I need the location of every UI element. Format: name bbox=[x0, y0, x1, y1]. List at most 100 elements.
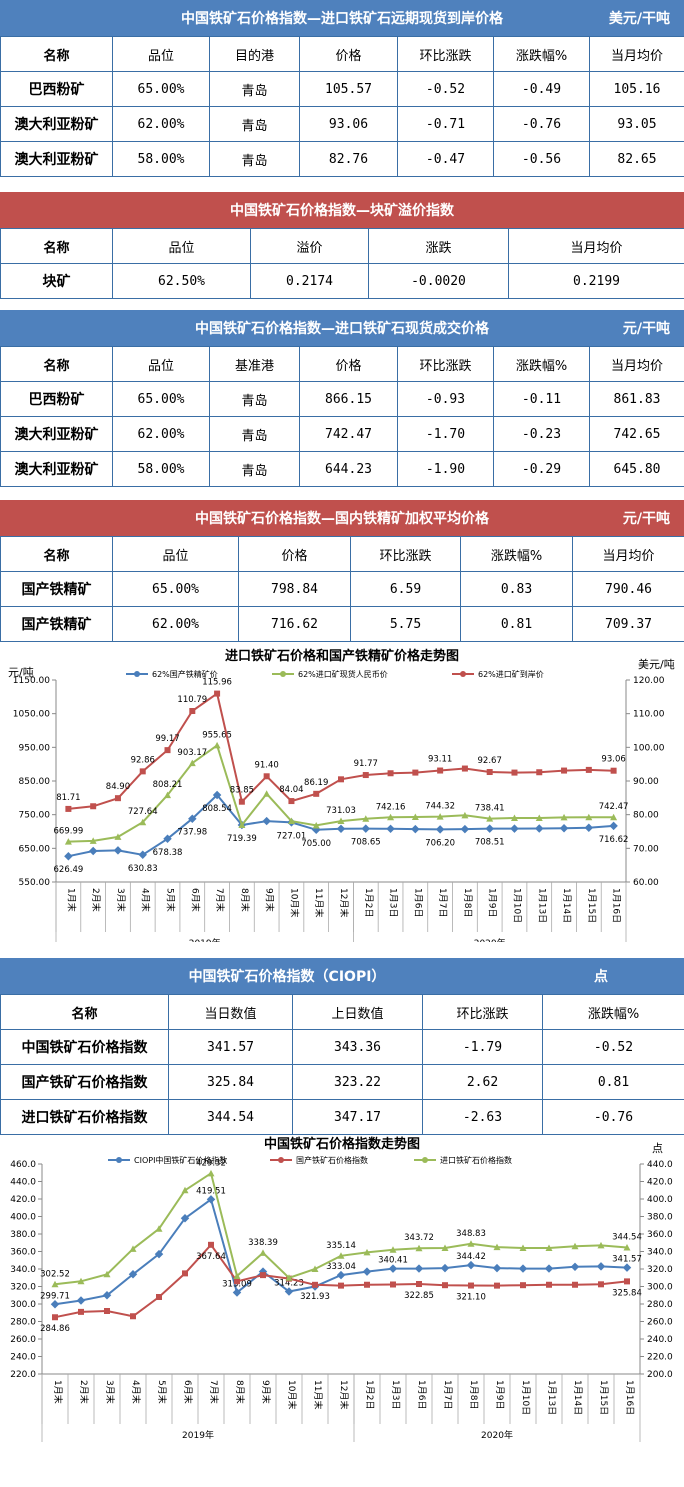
table-cell: -0.76 bbox=[493, 106, 590, 142]
table-import-spot-rmb: 中国铁矿石价格指数—进口铁矿石现货成交价格 元/干吨 名称 品位 基准港 价格 … bbox=[0, 310, 684, 487]
table-cell: 进口铁矿石价格指数 bbox=[0, 1099, 169, 1135]
ciopi-trend-chart: 中国铁矿石价格指数走势图 点 220.0 240.0 260.0 280.0 300.0 32… bbox=[0, 1132, 684, 1462]
data-point bbox=[234, 1278, 240, 1285]
data-point bbox=[585, 766, 592, 773]
data-label: 84.04 bbox=[279, 785, 303, 795]
table-cell: 0.83 bbox=[460, 571, 573, 607]
x-group-label: 2019年 bbox=[182, 1429, 214, 1441]
data-point bbox=[113, 846, 123, 855]
table-cell: -0.52 bbox=[397, 71, 494, 107]
y2-tick-label: 300.0 bbox=[647, 1283, 673, 1293]
data-point bbox=[585, 813, 593, 821]
y2-tick-label: 240.0 bbox=[647, 1335, 673, 1345]
table-cell: 105.16 bbox=[589, 71, 684, 107]
data-point bbox=[214, 690, 221, 697]
data-label: 706.20 bbox=[425, 838, 455, 848]
premium-table: 名称 品位 溢价 涨跌 当月均价 块矿 62.50% 0.2174 -0.002… bbox=[0, 228, 684, 299]
data-point bbox=[387, 770, 394, 777]
table-cell: 62.00% bbox=[112, 106, 210, 142]
x-tick-label: 2月末 bbox=[78, 1380, 90, 1404]
data-label: 727.01 bbox=[277, 831, 307, 841]
table-title: 中国铁矿石价格指数—国内铁精矿加权平均价格 bbox=[195, 511, 489, 527]
data-point bbox=[442, 1282, 448, 1289]
legend-label: 62%国产铁精矿价 bbox=[152, 669, 218, 679]
table-cell: 青岛 bbox=[209, 451, 300, 487]
y2-tick-label: 340.0 bbox=[647, 1248, 673, 1258]
y-tick-label: 1050.00 bbox=[13, 710, 50, 720]
x-tick-label: 1月2日 bbox=[364, 1380, 375, 1409]
y2-tick-label: 220.0 bbox=[647, 1353, 673, 1363]
data-point bbox=[285, 1274, 293, 1281]
x-tick-label: 1月2日 bbox=[363, 888, 374, 917]
data-point bbox=[262, 816, 271, 826]
table-cell: -1.79 bbox=[422, 1029, 543, 1065]
data-point bbox=[182, 1270, 188, 1277]
table-cell: 0.81 bbox=[542, 1064, 684, 1100]
y-tick-label: 260.0 bbox=[10, 1335, 36, 1345]
table-cell: 青岛 bbox=[209, 141, 300, 177]
data-point bbox=[52, 1314, 58, 1321]
x-group-label: 2020年 bbox=[474, 937, 506, 942]
table-cell: -0.0020 bbox=[368, 263, 509, 299]
table-cell: 65.00% bbox=[112, 571, 239, 607]
table-title: 中国铁矿石价格指数（CIOPI） bbox=[188, 969, 386, 985]
table-cell: 巴西粉矿 bbox=[0, 381, 113, 417]
x-tick-label: 1月16日 bbox=[624, 1380, 635, 1415]
data-label: 86.19 bbox=[304, 778, 328, 788]
data-label: 955.65 bbox=[202, 730, 232, 740]
table-row: 国产铁精矿 62.00% 716.62 5.75 0.81 709.37 bbox=[0, 606, 684, 642]
table-cell: 341.57 bbox=[168, 1029, 293, 1065]
column-header: 品位 bbox=[112, 536, 239, 572]
y2-tick-label: 420.0 bbox=[647, 1178, 673, 1188]
x-tick-label: 6月末 bbox=[182, 1380, 194, 1404]
table-header-bar: 中国铁矿石价格指数—国内铁精矿加权平均价格 元/干吨 bbox=[0, 500, 684, 536]
table-cell: 347.17 bbox=[292, 1099, 423, 1135]
column-header: 品位 bbox=[112, 228, 251, 264]
table-cell: 325.84 bbox=[168, 1064, 293, 1100]
table-cell: -0.49 bbox=[493, 71, 590, 107]
data-point bbox=[440, 1263, 450, 1273]
table-unit: 元/干吨 bbox=[622, 321, 670, 337]
y-tick-label: 300.0 bbox=[10, 1300, 36, 1310]
data-point bbox=[89, 837, 97, 844]
table-header-bar: 中国铁矿石价格指数（CIOPI） 点 bbox=[0, 958, 684, 994]
data-point bbox=[460, 824, 470, 834]
data-label: 302.52 bbox=[40, 1269, 70, 1279]
ciopi-trend-svg: 中国铁矿石价格指数走势图 点 220.0 240.0 260.0 280.0 300.0 32… bbox=[10, 1136, 673, 1442]
table-cell: 国产铁精矿 bbox=[0, 606, 113, 642]
table-unit: 元/干吨 bbox=[622, 511, 670, 527]
table-cell: -0.47 bbox=[397, 141, 494, 177]
table-unit: 美元/干吨 bbox=[608, 11, 670, 27]
data-point bbox=[610, 813, 618, 821]
y-tick-label: 750.00 bbox=[19, 811, 51, 821]
table-title: 中国铁矿石价格指数—进口铁矿石现货成交价格 bbox=[195, 321, 489, 337]
data-label: 321.10 bbox=[456, 1293, 486, 1303]
data-point bbox=[467, 1240, 475, 1247]
data-point bbox=[155, 1225, 163, 1232]
table-lump-premium: 中国铁矿石价格指数—块矿溢价指数 名称 品位 溢价 涨跌 当月均价 块矿 62.… bbox=[0, 192, 684, 299]
data-point bbox=[288, 798, 295, 805]
y2-tick-label: 400.0 bbox=[647, 1195, 673, 1205]
table-cell: -0.76 bbox=[542, 1099, 684, 1135]
table-import-forward-cif: 中国铁矿石价格指数—进口铁矿石远期现货到岸价格 美元/干吨 名称 品位 目的港 … bbox=[0, 0, 684, 177]
data-point bbox=[130, 1313, 136, 1320]
data-point bbox=[50, 1300, 60, 1309]
x-tick-label: 1月8日 bbox=[462, 888, 473, 917]
x-tick-label: 1月末 bbox=[65, 888, 77, 912]
data-point bbox=[284, 1287, 294, 1296]
y2-tick-label: 200.0 bbox=[647, 1370, 673, 1380]
table-cell: 0.2174 bbox=[250, 263, 369, 299]
data-point bbox=[114, 795, 121, 802]
table-row: 澳大利亚粉矿 62.00% 青岛 93.06 -0.71 -0.76 93.05 bbox=[0, 106, 684, 142]
table-cell: 6.59 bbox=[350, 571, 461, 607]
table-cell: 62.00% bbox=[112, 606, 239, 642]
data-point bbox=[337, 817, 345, 825]
data-point bbox=[207, 1169, 215, 1177]
table-row: 国产铁精矿 65.00% 798.84 6.59 0.83 790.46 bbox=[0, 571, 684, 607]
data-label: 84.90 bbox=[106, 782, 130, 792]
column-header: 涨跌 bbox=[368, 228, 509, 264]
table-cell: 798.84 bbox=[238, 571, 351, 607]
data-point bbox=[362, 772, 369, 779]
table-cell: 866.15 bbox=[299, 381, 398, 417]
